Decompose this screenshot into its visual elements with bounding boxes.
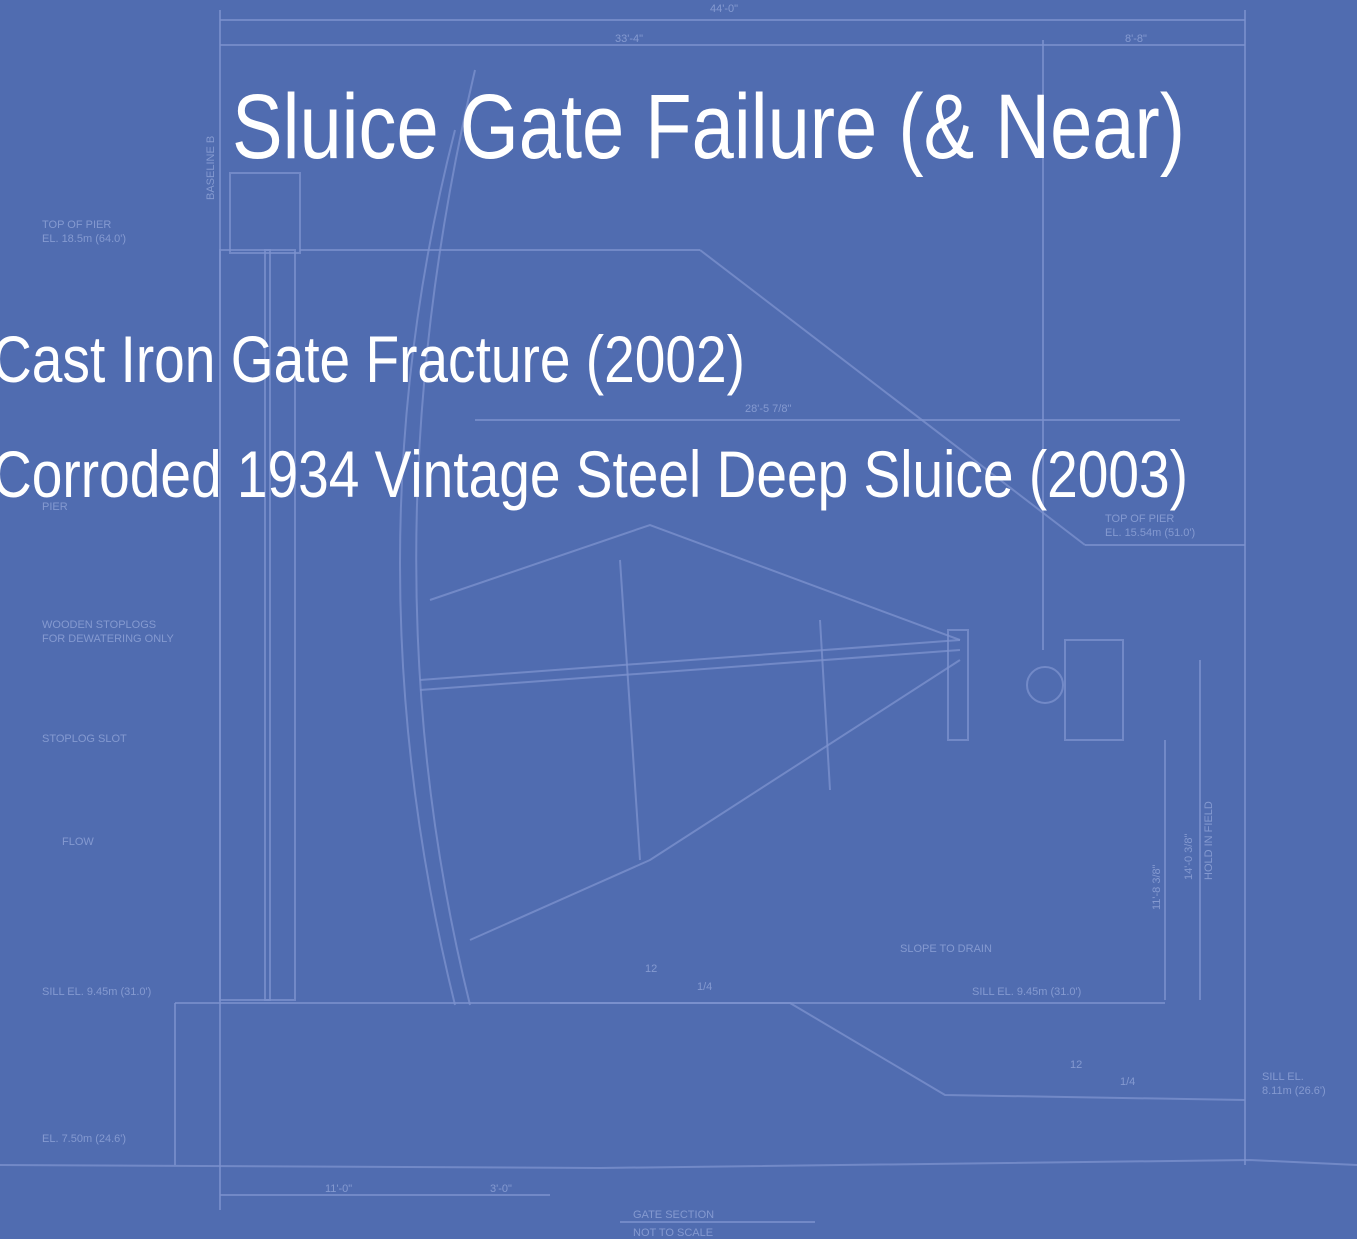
blueprint-label: TOP OF PIER [1105, 513, 1174, 525]
blueprint-label: 11'-0" [325, 1183, 352, 1195]
blueprint-label: SILL EL. 9.45m (31.0') [972, 986, 1081, 998]
bullet: Cast Iron Gate Fracture (2002) [0, 322, 745, 396]
blueprint-label: SILL EL. [1262, 1071, 1304, 1083]
blueprint-label: STOPLOG SLOT [42, 733, 127, 745]
blueprint-label: EL. 7.50m (24.6') [42, 1133, 126, 1145]
blueprint-label: WOODEN STOPLOGS [42, 619, 156, 631]
blueprint-label: BASELINE B [205, 136, 217, 200]
blueprint-label: 14'-0 3/8" [1183, 834, 1195, 880]
blueprint-label: 3'-0" [490, 1183, 512, 1195]
blueprint-label: FOR DEWATERING ONLY [42, 633, 174, 645]
blueprint-label: HOLD IN FIELD [1203, 801, 1215, 880]
slide-title: Sluice Gate Failure (& Near) [232, 76, 1185, 178]
blueprint-labels: 44'-0" 33'-4" 8'-8" BASELINE B TOP OF PIER EL… [42, 3, 1326, 1239]
blueprint-label: 1/4 [1120, 1076, 1135, 1088]
blueprint-label: EL. 18.5m (64.0') [42, 233, 126, 245]
blueprint-label: 8.11m (26.6') [1262, 1085, 1326, 1097]
blueprint-label: 12 [645, 963, 657, 975]
blueprint-label: NOT TO SCALE [633, 1227, 713, 1239]
page: 44'-0" 33'-4" 8'-8" BASELINE B TOP OF PIER EL… [0, 0, 1357, 1239]
blueprint-label: SILL EL. 9.45m (31.0') [42, 986, 151, 998]
blueprint-label: 11'-8 3/8" [1151, 864, 1163, 910]
blueprint-label: 44'-0" [710, 3, 738, 15]
blueprint-label: 12 [1070, 1059, 1082, 1071]
blueprint-label: 33'-4" [615, 33, 643, 45]
blueprint-label: SLOPE TO DRAIN [900, 943, 992, 955]
blueprint-label: 28'-5 7/8" [745, 403, 791, 415]
blueprint-label: FLOW [62, 836, 94, 848]
bullet: Corroded 1934 Vintage Steel Deep Sluice … [0, 437, 1188, 511]
blueprint-label: 1/4 [697, 981, 712, 993]
blueprint-label: 8'-8" [1125, 33, 1147, 45]
blueprint-label: GATE SECTION [633, 1209, 714, 1221]
blueprint-label: EL. 15.54m (51.0') [1105, 527, 1195, 539]
slide: 44'-0" 33'-4" 8'-8" BASELINE B TOP OF PIER EL… [0, 0, 1357, 1239]
blueprint [0, 10, 1357, 1222]
blueprint-label: TOP OF PIER [42, 219, 111, 231]
